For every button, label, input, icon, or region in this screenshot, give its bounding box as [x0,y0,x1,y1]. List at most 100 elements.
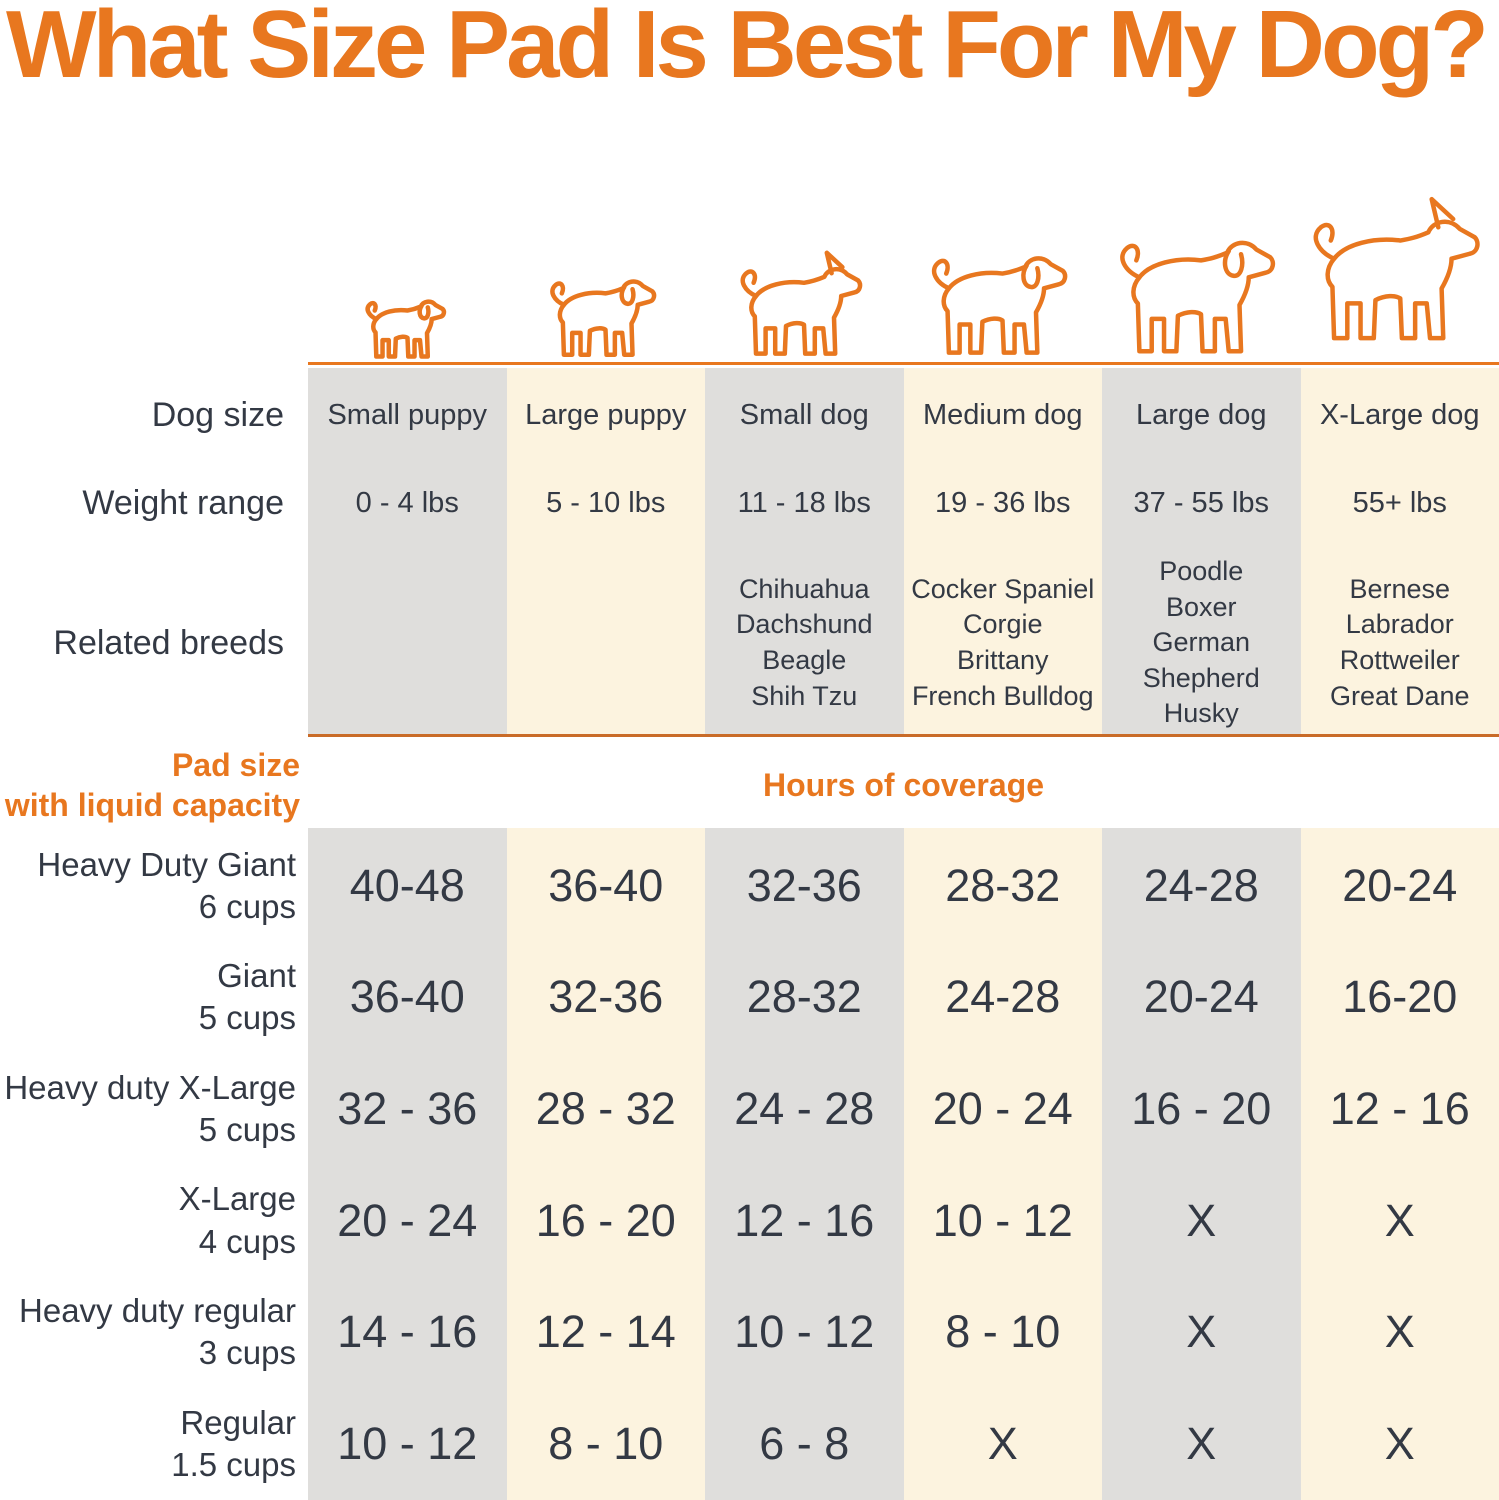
row-header-related-breeds: Related breeds [53,623,284,662]
small-dog-icon [705,242,904,362]
large-dog-icon [1102,208,1301,362]
pad-row-label: X-Large 4 cups [0,1165,296,1277]
column-stripe [705,368,904,734]
column-stripe [705,828,904,1500]
breed-name: Dachshund [735,609,873,640]
breeds-cell [308,552,507,734]
coverage-value-cell: 10 - 12 [337,1417,478,1469]
dog-size-cell: Large dog [1135,398,1267,431]
coverage-value-cell: X [1384,1417,1415,1469]
section-divider-line [308,734,1499,737]
pad-capacity: 5 cups [198,999,296,1037]
page-title: What Size Pad Is Best For My Dog? [6,0,1489,98]
weight-range-cell: 55+ lbs [1352,486,1447,519]
pad-row-label: Heavy Duty Giant 6 cups [0,830,296,942]
pad-size-header: Pad size with liquid capacity [0,746,300,824]
coverage-value-cell: X [987,1417,1018,1469]
coverage-value-cell: 6 - 8 [759,1417,850,1469]
column-stripe [1300,368,1499,734]
row-header-weight-range: Weight range [82,483,284,522]
coverage-value-cell: 20-24 [1143,971,1259,1023]
coverage-value-cell: 14 - 16 [337,1306,478,1358]
coverage-value-cell: 10 - 12 [734,1306,875,1358]
breed-name: Husky [1163,698,1239,729]
coverage-value-cell: 10 - 12 [932,1194,1073,1246]
coverage-value-cell: 12 - 16 [1329,1082,1470,1134]
x-large-dog-icon [1301,172,1499,362]
weight-range-cell: 0 - 4 lbs [355,486,459,519]
coverage-value-cell: 28-32 [746,971,862,1023]
pad-row-label: Regular 1.5 cups [0,1388,296,1500]
breed-name: Boxer [1165,591,1237,622]
pad-name: Regular [180,1403,296,1441]
dog-size-cell: Small dog [739,398,869,431]
breed-name: Cocker Spaniel [911,573,1095,604]
coverage-value-cell: X [1384,1306,1415,1358]
breed-name: Chihuahua [738,573,870,604]
breeds-cell: Chihuahua Dachshund Beagle Shih Tzu [705,552,904,734]
pad-capacity: 1.5 cups [171,1445,296,1483]
coverage-value-cell: 36-40 [548,859,664,911]
breed-name: Shih Tzu [751,680,858,711]
weight-range-cell: 37 - 55 lbs [1133,486,1269,519]
breed-name: Bernese [1349,573,1451,604]
pad-capacity: 3 cups [198,1334,296,1372]
column-stripe [308,828,507,1500]
coverage-value-cell: 8 - 10 [548,1417,664,1469]
row-header-dog-size: Dog size [151,395,284,434]
pad-row-label: Giant 5 cups [0,942,296,1054]
coverage-value-cell: 28 - 32 [535,1082,676,1134]
coverage-value-cell: 24-28 [1143,859,1259,911]
column-stripe [506,368,705,734]
pad-size-header-line1: Pad size [171,747,300,783]
coverage-value-cell: 28-32 [945,859,1061,911]
hours-of-coverage-header: Hours of coverage [763,767,1044,803]
breed-name: Poodle [1159,555,1244,586]
coverage-value-cell: 24 - 28 [734,1082,875,1134]
breed-name: Beagle [762,645,847,675]
large-puppy-icon [507,258,706,362]
breed-name: French Bulldog [911,680,1094,711]
pad-capacity: 6 cups [198,887,296,925]
pad-name: X-Large [178,1180,296,1218]
coverage-value-cell: 36-40 [349,971,465,1023]
breeds-cell [507,552,706,734]
coverage-value-cell: X [1384,1194,1415,1246]
small-puppy-icon [308,284,507,362]
breed-name: Great Dane [1329,680,1470,711]
dog-size-cell: Large puppy [525,398,687,431]
column-stripe [903,828,1102,1500]
column-stripe [506,828,705,1500]
coverage-value-cell: X [1186,1306,1217,1358]
weight-range-cell: 19 - 36 lbs [935,486,1071,519]
pad-row-label: Heavy duty regular 3 cups [0,1276,296,1388]
pad-name: Heavy duty X-Large [4,1068,296,1106]
coverage-value-cell: 40-48 [349,859,465,911]
pad-name: Heavy Duty Giant [37,845,296,883]
coverage-value-cell: 16 - 20 [535,1194,676,1246]
breed-name: German Shepherd [1142,627,1260,693]
breed-name: Brittany [956,645,1049,675]
column-stripe [1102,828,1301,1500]
coverage-value-cell: 16 - 20 [1131,1082,1272,1134]
breeds-cell: Cocker Spaniel Corgie Brittany French Bulld… [904,552,1103,734]
coverage-value-cell: 12 - 14 [535,1306,676,1358]
column-stripe [308,368,507,734]
breed-name: Labrador [1345,609,1454,640]
weight-range-cell: 11 - 18 lbs [737,486,871,519]
ground-line [308,362,1499,365]
column-stripe [903,368,1102,734]
pad-name: Heavy duty regular [19,1291,296,1329]
coverage-value-cell: 24-28 [945,971,1061,1023]
weight-range-cell: 5 - 10 lbs [546,486,666,519]
pad-row-label: Heavy duty X-Large 5 cups [0,1053,296,1165]
pad-capacity: 4 cups [198,1222,296,1260]
coverage-value-cell: 32-36 [746,859,862,911]
column-stripe [1102,368,1301,734]
breeds-cell: Poodle Boxer German Shepherd Husky [1102,552,1301,734]
column-stripe [1300,828,1499,1500]
breed-name: Corgie [962,609,1043,640]
coverage-value-cell: 32-36 [548,971,664,1023]
dog-size-cell: X-Large dog [1319,398,1480,431]
coverage-value-cell: 16-20 [1342,971,1458,1023]
